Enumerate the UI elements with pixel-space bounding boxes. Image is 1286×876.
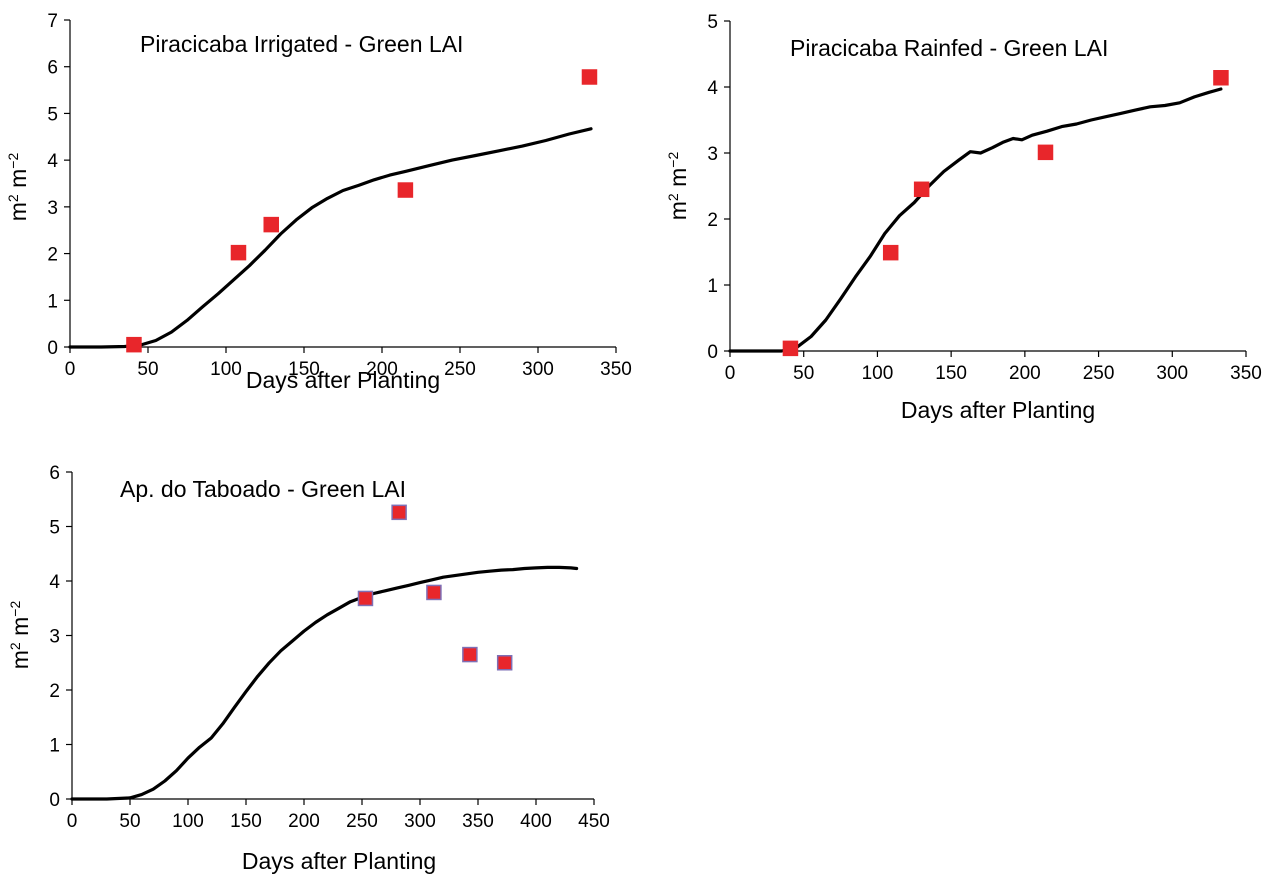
x-tick-label: 400 bbox=[520, 811, 552, 832]
y-tick-label: 4 bbox=[47, 151, 58, 172]
chart-ap-do-taboado: Ap. do Taboado - Green LAI Days after Pl… bbox=[7, 463, 610, 874]
x-tick-label: 250 bbox=[1083, 363, 1115, 384]
y-tick-label: 1 bbox=[47, 291, 58, 312]
x-axis-label: Days after Planting bbox=[242, 848, 436, 874]
observed-lai-point bbox=[462, 646, 478, 663]
y-tick-label: 6 bbox=[49, 463, 60, 484]
y-axis-label-m: m bbox=[665, 201, 691, 220]
chart-title: Ap. do Taboado - Green LAI bbox=[120, 476, 406, 502]
x-tick-label: 0 bbox=[67, 811, 78, 832]
x-tick-label: 250 bbox=[346, 811, 378, 832]
y-tick-label: 0 bbox=[47, 338, 58, 359]
y-tick-label: 0 bbox=[49, 790, 60, 811]
y-tick-label: 2 bbox=[707, 210, 718, 231]
observed-lai-point bbox=[496, 655, 513, 671]
x-tick-label: 0 bbox=[725, 363, 736, 384]
observed-lai-point bbox=[782, 340, 799, 357]
x-tick-label: 100 bbox=[210, 359, 242, 380]
x-axis-label: Days after Planting bbox=[246, 367, 440, 393]
x-tick-label: 150 bbox=[230, 811, 262, 832]
y-axis-label-sup1: 2 bbox=[665, 193, 681, 201]
chart-piracicaba-irrigated: Piracicaba Irrigated - Green LAI Days af… bbox=[5, 11, 632, 393]
y-axis-label-mid: m bbox=[665, 168, 691, 194]
y-axis-label-sup2: −2 bbox=[665, 152, 681, 168]
x-axis-label: Days after Planting bbox=[901, 397, 1095, 423]
y-axis-label-sup1: 2 bbox=[7, 642, 23, 650]
simulated-lai-line bbox=[728, 87, 1223, 353]
x-tick-label: 200 bbox=[1009, 363, 1041, 384]
observed-lai-point bbox=[357, 590, 374, 607]
y-tick-label: 2 bbox=[49, 681, 60, 702]
observed-lai-point bbox=[581, 69, 598, 85]
y-axis-label-m: m bbox=[7, 650, 33, 669]
y-tick-label: 3 bbox=[49, 627, 60, 648]
x-tick-label: 200 bbox=[366, 359, 398, 380]
y-tick-label: 1 bbox=[707, 276, 718, 297]
x-tick-label: 150 bbox=[935, 363, 967, 384]
y-axis-label-sup2: −2 bbox=[5, 153, 21, 169]
x-tick-label: 150 bbox=[288, 359, 320, 380]
observed-lai-point bbox=[1037, 144, 1054, 161]
x-tick-label: 300 bbox=[522, 359, 554, 380]
observed-lai-point bbox=[397, 182, 414, 198]
chart-piracicaba-rainfed: Piracicaba Rainfed - Green LAI Days afte… bbox=[665, 12, 1262, 423]
observed-lai-point bbox=[126, 336, 142, 353]
observed-lai-point bbox=[263, 216, 279, 233]
simulated-lai-line bbox=[70, 565, 579, 801]
y-tick-label: 2 bbox=[47, 245, 58, 266]
observed-lai-point bbox=[1213, 70, 1229, 86]
y-tick-label: 5 bbox=[707, 12, 718, 33]
simulated-lai-line bbox=[68, 127, 593, 349]
y-axis-label: m2 m−2 bbox=[665, 152, 691, 221]
y-axis-label-mid: m bbox=[5, 169, 31, 195]
x-tick-label: 450 bbox=[578, 811, 610, 832]
x-tick-label: 200 bbox=[288, 811, 320, 832]
x-tick-label: 100 bbox=[172, 811, 204, 832]
x-tick-label: 350 bbox=[600, 359, 632, 380]
y-tick-label: 0 bbox=[707, 342, 718, 363]
y-axis-label-sup1: 2 bbox=[5, 194, 21, 202]
y-tick-label: 5 bbox=[49, 518, 60, 539]
x-tick-label: 250 bbox=[444, 359, 476, 380]
y-tick-label: 4 bbox=[707, 78, 718, 99]
chart-title: Piracicaba Irrigated - Green LAI bbox=[140, 31, 463, 57]
observed-lai-point bbox=[426, 584, 442, 601]
observed-lai-point bbox=[391, 504, 407, 521]
y-tick-label: 4 bbox=[49, 572, 60, 593]
x-tick-label: 350 bbox=[1230, 363, 1262, 384]
y-tick-label: 3 bbox=[47, 198, 58, 219]
y-tick-label: 7 bbox=[47, 11, 58, 32]
x-tick-label: 50 bbox=[793, 363, 814, 384]
observed-lai-point bbox=[913, 181, 930, 198]
x-tick-label: 0 bbox=[65, 359, 76, 380]
y-axis-label-mid: m bbox=[7, 617, 33, 643]
y-tick-label: 6 bbox=[47, 58, 58, 79]
x-tick-label: 100 bbox=[862, 363, 894, 384]
y-axis-label: m2 m−2 bbox=[7, 601, 33, 670]
y-tick-label: 1 bbox=[49, 736, 60, 757]
x-tick-label: 300 bbox=[404, 811, 436, 832]
x-tick-label: 50 bbox=[137, 359, 158, 380]
y-axis-label-sup2: −2 bbox=[7, 601, 23, 617]
x-tick-label: 350 bbox=[462, 811, 494, 832]
chart-title: Piracicaba Rainfed - Green LAI bbox=[790, 35, 1108, 61]
y-axis-label-m: m bbox=[5, 202, 31, 221]
y-tick-label: 5 bbox=[47, 104, 58, 125]
x-tick-label: 50 bbox=[119, 811, 140, 832]
y-tick-label: 3 bbox=[707, 144, 718, 165]
observed-lai-point bbox=[882, 244, 899, 261]
y-axis-label: m2 m−2 bbox=[5, 153, 31, 222]
observed-lai-point bbox=[230, 244, 247, 261]
x-tick-label: 300 bbox=[1156, 363, 1188, 384]
